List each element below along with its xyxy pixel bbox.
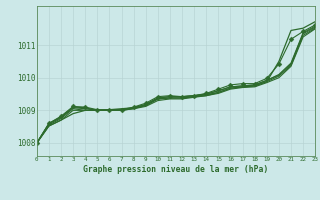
X-axis label: Graphe pression niveau de la mer (hPa): Graphe pression niveau de la mer (hPa) [84, 165, 268, 174]
